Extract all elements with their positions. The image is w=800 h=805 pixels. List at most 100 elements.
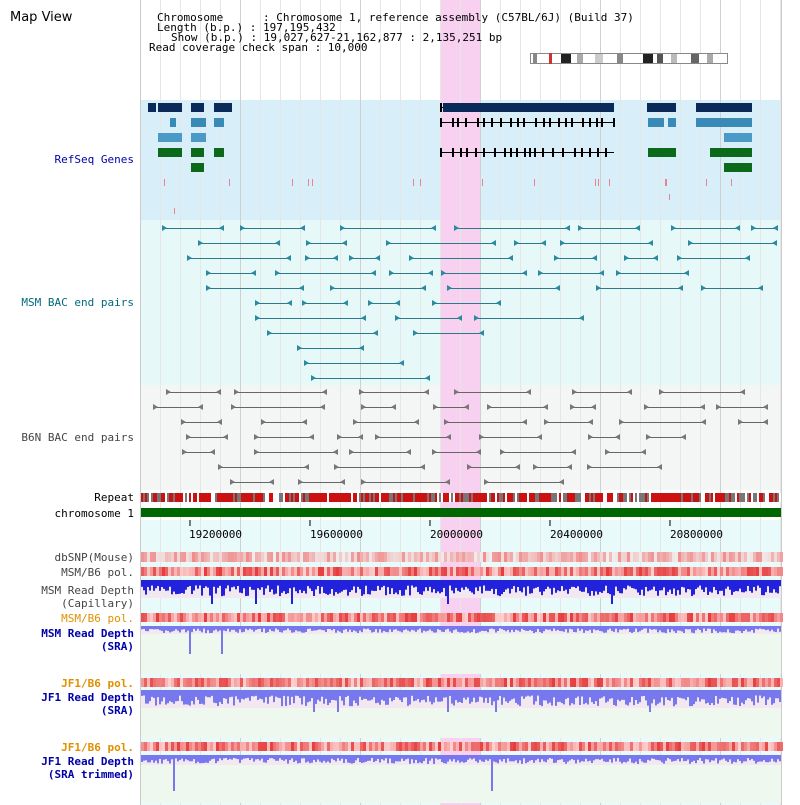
polymorphism-band — [693, 552, 696, 562]
gene-exon — [552, 148, 554, 157]
polymorphism-band — [639, 552, 642, 562]
depth-bar — [621, 626, 623, 630]
bac-end-marker — [309, 434, 314, 440]
chromosome-ideogram[interactable] — [530, 53, 728, 64]
depth-bar — [585, 580, 587, 588]
polymorphism-band — [201, 552, 204, 562]
polymorphism-band — [579, 678, 582, 687]
depth-bar — [341, 580, 343, 592]
depth-bar — [163, 580, 165, 589]
polymorphism-band — [537, 678, 540, 687]
depth-bar — [191, 626, 193, 633]
polymorphism-band — [168, 742, 171, 751]
depth-bar — [499, 690, 501, 696]
depth-bar — [725, 690, 727, 699]
track-label-jf1-read-depth-sra[interactable]: JF1 Read Depth — [41, 691, 134, 704]
repeat-mark — [733, 493, 735, 502]
bac-end-marker — [340, 225, 345, 231]
polymorphism-band — [564, 742, 567, 751]
track-label-chromosome[interactable]: chromosome 1 — [54, 507, 134, 520]
polymorphism-band — [657, 742, 660, 751]
polymorphism-band — [234, 742, 237, 751]
track-label-dbsnp[interactable]: dbSNP(Mouse) — [54, 551, 134, 564]
polymorphism-band — [396, 567, 399, 576]
depth-bar — [399, 580, 401, 591]
depth-bar — [649, 690, 651, 712]
polymorphism-band — [333, 567, 336, 576]
track-label-msm-b6-pol[interactable]: MSM/B6 pol. — [61, 566, 134, 579]
depth-bar — [427, 755, 429, 764]
depth-bar — [771, 755, 773, 759]
polymorphism-band — [687, 742, 690, 751]
depth-bar — [241, 690, 243, 699]
depth-bar — [765, 755, 767, 763]
track-label-jf1-b6-pol-trim[interactable]: JF1/B6 pol. — [61, 741, 134, 754]
depth-bar — [237, 690, 239, 700]
polymorphism-band — [156, 552, 159, 562]
depth-bar — [747, 626, 749, 632]
polymorphism-band — [618, 613, 621, 622]
depth-bar — [303, 755, 305, 759]
track-label-jf1-read-depth-trim[interactable]: JF1 Read Depth — [41, 755, 134, 768]
depth-bar — [457, 690, 459, 703]
polymorphism-band — [732, 742, 735, 751]
repeat-mark — [761, 493, 763, 502]
depth-bar — [743, 626, 745, 631]
polymorphism-band — [681, 552, 684, 562]
repeat-mark — [509, 493, 511, 502]
track-label-msm-read-depth-capillary[interactable]: MSM Read Depth — [41, 584, 134, 597]
depth-bar — [431, 626, 433, 632]
polymorphism-band — [621, 567, 624, 576]
depth-bar — [743, 580, 745, 593]
depth-bar — [673, 690, 675, 707]
depth-bar — [521, 690, 523, 697]
repeat-mark — [599, 493, 601, 502]
bac-end-marker — [700, 404, 705, 410]
depth-bar — [357, 690, 359, 706]
depth-bar — [381, 690, 383, 700]
track-label-msm-read-depth-sra[interactable]: MSM Read Depth — [41, 627, 134, 640]
repeat-mark — [609, 493, 611, 502]
repeat-mark — [451, 493, 453, 502]
polymorphism-band — [483, 613, 486, 622]
track-label-msm-bac[interactable]: MSM BAC end pairs — [21, 296, 134, 309]
depth-bar — [467, 755, 469, 760]
track-label-refseq[interactable]: RefSeq Genes — [54, 153, 134, 166]
bac-end-marker — [538, 270, 543, 276]
bac-end-marker — [198, 240, 203, 246]
track-label-b6n-bac[interactable]: B6N BAC end pairs — [21, 431, 134, 444]
track-label-msm-b6-pol-sra[interactable]: MSM/B6 pol. — [61, 612, 134, 625]
polymorphism-band — [243, 567, 246, 576]
depth-bar — [159, 580, 161, 591]
repeat-mark — [161, 493, 163, 502]
polymorphism-band — [534, 678, 537, 687]
repeat-mark — [631, 493, 633, 502]
track-label-jf1-b6-pol[interactable]: JF1/B6 pol. — [61, 677, 134, 690]
gene-exon — [214, 148, 224, 157]
depth-bar — [643, 690, 645, 697]
polymorphism-band — [438, 742, 441, 751]
repeat-mark — [449, 493, 451, 502]
polymorphism-band — [696, 567, 699, 576]
repeat-mark — [399, 493, 401, 502]
track-label-repeat[interactable]: Repeat — [94, 491, 134, 504]
repeat-mark — [741, 493, 743, 502]
depth-bar — [629, 626, 631, 633]
depth-bar — [211, 755, 213, 760]
repeat-mark — [453, 493, 455, 502]
depth-bar — [439, 626, 441, 631]
polymorphism-band — [459, 678, 462, 687]
depth-bar — [677, 626, 679, 631]
depth-bar — [671, 580, 673, 594]
depth-bar — [291, 690, 293, 697]
depth-bar — [501, 626, 503, 630]
polymorphism-band — [300, 742, 303, 751]
polymorphism-band — [198, 552, 201, 562]
depth-bar — [605, 690, 607, 703]
polymorphism-band — [294, 567, 297, 576]
depth-bar — [747, 755, 749, 759]
depth-bar — [299, 580, 301, 590]
polymorphism-band — [684, 567, 687, 576]
polymorphism-band — [654, 567, 657, 576]
polymorphism-band — [273, 552, 276, 562]
